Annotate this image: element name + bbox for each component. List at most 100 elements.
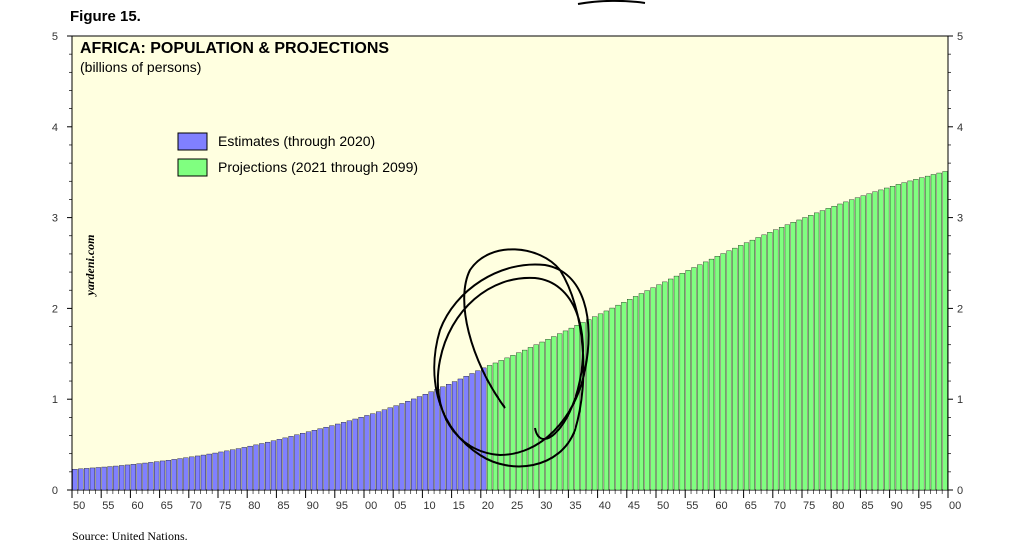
x-tick-label: 55 (102, 500, 114, 512)
bar-estimate-1994 (329, 425, 335, 491)
bar-estimate-1981 (253, 444, 259, 491)
bar-projection-2021 (486, 365, 493, 491)
bar-estimate-2005 (393, 405, 399, 491)
bar-estimate-1988 (294, 434, 300, 491)
bar-estimate-2012 (434, 389, 440, 491)
bar-estimate-1966 (165, 460, 171, 491)
axes-group: 0 01 12 23 34 45 550 55 60 65 70 75 80 85 90 95 00 05 10 15… (52, 31, 963, 512)
bar-projection-2039 (592, 316, 598, 491)
bar-projection-2065 (743, 242, 750, 491)
bar-projection-2083 (849, 199, 855, 491)
bar-estimate-2000 (364, 415, 370, 491)
y-tick-label-left: 0 (52, 485, 58, 497)
bar-projection-2093 (907, 180, 913, 491)
bar-estimate-1955 (101, 466, 107, 491)
bar-projection-2068 (761, 234, 767, 491)
bar-projection-2087 (872, 191, 878, 491)
y-tick-label-left: 3 (52, 213, 58, 225)
x-tick-label: 60 (715, 500, 727, 512)
bar-estimate-1960 (130, 464, 136, 491)
figure-label: Figure 15. (70, 8, 141, 25)
bar-projection-2066 (749, 239, 755, 491)
bar-projection-2056 (691, 267, 697, 491)
bar-projection-2022 (492, 362, 498, 491)
bar-projection-2094 (913, 179, 919, 491)
bar-projection-2029 (533, 344, 539, 491)
bar-projection-2085 (860, 195, 866, 491)
chart-title: AFRICA: POPULATION & PROJECTIONS (80, 40, 389, 57)
x-tick-label: 60 (131, 500, 143, 512)
bar-estimate-1967 (171, 459, 177, 491)
bar-projection-2075 (802, 217, 808, 491)
bar-projection-2091 (895, 184, 901, 491)
bar-projection-2063 (732, 247, 738, 491)
bar-projection-2052 (668, 278, 674, 491)
bar-estimate-1970 (189, 456, 195, 491)
bar-estimate-1961 (136, 463, 142, 491)
bar-estimate-1975 (218, 451, 224, 491)
x-tick-label: 80 (248, 500, 260, 512)
bar-estimate-1979 (241, 447, 247, 491)
x-tick-label: 75 (219, 500, 231, 512)
bar-projection-2040 (597, 313, 604, 491)
bar-estimate-2018 (469, 373, 475, 491)
bar-estimate-1983 (265, 441, 271, 491)
bar-estimate-1984 (270, 440, 277, 491)
bar-estimate-1986 (282, 437, 288, 491)
bar-estimate-1976 (224, 450, 230, 491)
bar-estimate-1985 (276, 439, 282, 491)
bar-projection-2099 (942, 171, 948, 491)
bar-projection-2043 (615, 304, 621, 491)
bar-projection-2054 (679, 273, 685, 491)
bar-estimate-1973 (206, 453, 212, 491)
bar-projection-2080 (831, 205, 837, 491)
bar-estimate-2002 (376, 411, 382, 491)
bar-estimate-2004 (387, 407, 393, 491)
bar-estimate-2016 (457, 378, 463, 491)
bar-estimate-2007 (405, 401, 411, 491)
bar-projection-2082 (843, 201, 849, 491)
bar-projection-2047 (638, 293, 644, 491)
bar-projection-2041 (603, 310, 609, 491)
bar-estimate-2017 (463, 376, 469, 491)
x-tick-label: 25 (511, 500, 523, 512)
bar-estimate-1990 (305, 431, 312, 491)
x-tick-label: 00 (365, 500, 377, 512)
x-tick-label: 20 (482, 500, 494, 512)
bar-estimate-1995 (335, 423, 341, 491)
bar-estimate-2011 (428, 391, 434, 491)
bar-projection-2076 (808, 215, 814, 491)
bar-estimate-1956 (107, 466, 113, 491)
legend: Estimates (through 2020) Projections (20… (177, 132, 418, 177)
bar-estimate-1996 (340, 422, 347, 491)
y-tick-label-left: 1 (52, 394, 58, 406)
bar-estimate-2006 (399, 403, 405, 491)
bar-projection-2071 (778, 227, 785, 491)
bar-estimate-1980 (247, 445, 253, 491)
bar-projection-2033 (557, 333, 563, 491)
y-tick-label-left: 2 (52, 303, 58, 315)
bar-projection-2095 (919, 177, 925, 491)
bar-estimate-1998 (352, 418, 358, 491)
bar-estimate-1977 (230, 449, 236, 491)
bar-projection-2064 (738, 245, 744, 491)
x-tick-label: 85 (861, 500, 873, 512)
bar-estimate-2001 (370, 413, 376, 491)
bar-projection-2057 (697, 264, 703, 491)
source-note: Source: United Nations. (72, 529, 188, 543)
bar-projection-2026 (516, 352, 522, 491)
bar-estimate-1993 (323, 426, 329, 491)
bar-estimate-2019 (475, 370, 481, 491)
x-tick-label: 50 (73, 500, 85, 512)
watermark: yardeni.com (83, 235, 97, 298)
bar-projection-2049 (650, 287, 656, 491)
bar-projection-2072 (784, 224, 790, 491)
bar-estimate-2013 (440, 386, 446, 491)
y-tick-label-left: 4 (52, 122, 58, 134)
x-tick-label: 70 (190, 500, 202, 512)
bars-group (72, 171, 948, 491)
legend-swatch-projections (177, 158, 208, 177)
x-tick-label: 45 (628, 500, 640, 512)
bar-estimate-2009 (416, 396, 423, 491)
bar-estimate-1999 (358, 417, 364, 491)
